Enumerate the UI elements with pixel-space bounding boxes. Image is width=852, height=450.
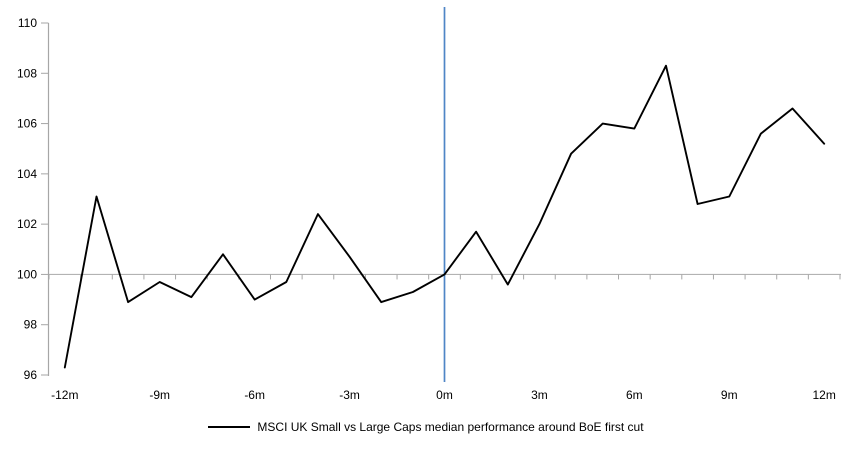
x-axis-label: 9m [721,388,738,402]
x-axis-label: -12m [51,388,78,402]
x-axis-label: -6m [244,388,265,402]
y-axis-label: 104 [17,167,37,181]
y-axis-label: 110 [18,16,37,30]
y-axis-label: 98 [24,318,38,332]
x-axis-label: 6m [626,388,643,402]
series-line [63,64,826,369]
legend-line-marker [208,426,251,428]
x-axis-label: 12m [813,388,836,402]
x-axis-label: 3m [531,388,548,402]
x-axis-label: -3m [339,388,360,402]
y-axis-label: 108 [17,66,37,80]
x-axis-label: -9m [149,388,170,402]
y-axis-label: 102 [17,217,37,231]
legend-label: MSCI UK Small vs Large Caps median perfo… [257,420,644,434]
y-axis-label: 106 [17,117,37,131]
y-axis-label: 96 [24,368,38,382]
legend: MSCI UK Small vs Large Caps median perfo… [0,416,852,438]
y-axis-label: 100 [17,267,37,281]
x-axis-label: 0m [436,388,453,402]
